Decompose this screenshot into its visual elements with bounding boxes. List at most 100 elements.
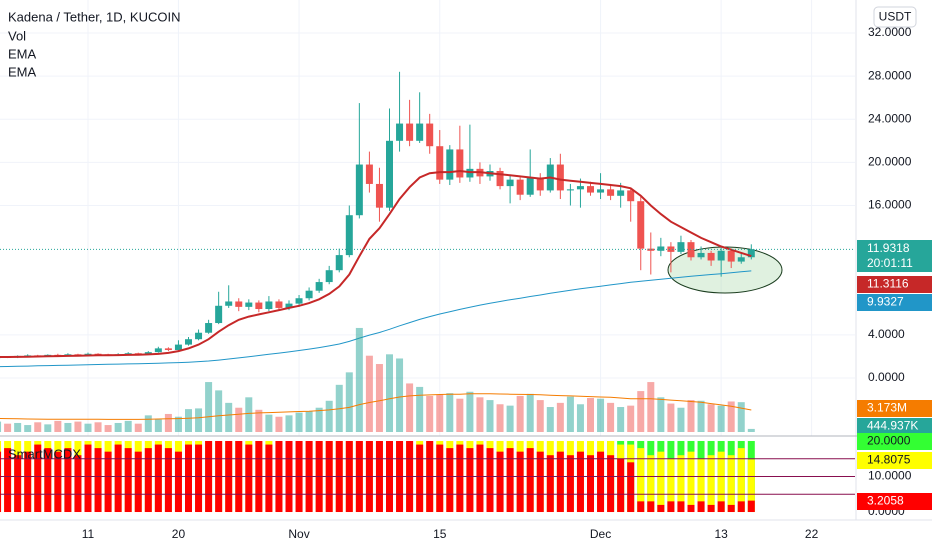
candle-body [496,171,504,187]
indicator-bar [707,455,715,513]
volume-bar [627,405,635,432]
volume-bar [576,404,584,432]
candle-body [164,348,172,350]
countdown: 20:01:11 [867,256,913,270]
indicator-label: EMA [8,64,37,79]
currency-button-label[interactable]: USDT [879,10,912,24]
candle-body [707,252,715,261]
volume-bar [275,416,283,432]
indicator-bar [576,451,584,513]
symbol-title: Kadena / Tether, 1D, KUCOIN [8,9,180,24]
x-tick-label: Nov [288,527,309,541]
candle-body [124,353,132,355]
volume-ma-line [0,393,752,420]
indicator-bar [124,448,132,513]
candle-body [305,290,313,299]
indicator-bar [717,451,725,513]
indicator-bar [506,448,514,513]
indicator-tag-bg [857,433,932,450]
candle-body [536,177,544,191]
candle-body [255,302,263,310]
candle-body [265,301,273,310]
volume-bar [727,401,735,432]
volume-bar [164,413,172,432]
volume-bar [215,390,223,432]
currency-button[interactable]: USDT [873,6,917,28]
indicator-bar [74,455,82,513]
volume-tag-bg [857,418,932,435]
volume-bar [637,391,645,432]
candle-body [727,250,735,262]
y-tick-label: 0.0000 [868,370,905,384]
volume-bar [124,420,132,432]
indicator-bar [546,455,554,513]
indicator-bar [687,504,695,513]
indicator-bar [34,444,42,513]
candle-body [406,123,414,141]
volume-ma-tag-bg [857,400,932,417]
indicator-tag-bg [857,493,932,510]
volume-bar [456,398,464,432]
currency-button-frame[interactable] [873,6,917,28]
indicator-bar [476,444,484,513]
volume-bar [205,382,213,432]
volume-bar [566,396,574,432]
volume-bar [406,383,414,432]
candle-body [84,353,92,355]
indicator-bar [687,451,695,513]
x-tick-label: 11 [82,527,95,541]
y-tick-label: 10.0000 [868,469,912,483]
volume-bar [195,408,203,432]
volume-bar [355,327,363,432]
volume-bar [647,382,655,432]
volume-bar [496,404,504,432]
indicator-bar [14,455,22,513]
candle-body [365,164,373,184]
indicator-bar [647,455,655,513]
last-price-tag: 11.9318 [867,241,910,255]
candle-body [637,201,645,249]
ema-line [0,270,752,368]
indicator-bar [144,448,152,513]
indicator-bar [607,455,615,513]
candle-body [215,305,223,324]
volume-bar [315,407,323,432]
last-price-tag-bg [857,240,932,272]
volume-bar [24,425,32,432]
highlight-ellipse [667,246,783,294]
volume-bar [235,407,243,432]
candle-body [94,353,102,355]
indicator-bar [536,451,544,513]
candle-body [396,123,404,141]
candle-body [617,190,625,196]
volume-bar [396,358,404,432]
x-tick-label: 22 [805,527,819,541]
y-tick-label: 20.0000 [868,155,912,169]
indicator-bar [727,504,735,513]
x-tick-label: 15 [433,527,447,541]
candle-body [556,164,564,191]
indicator-bar [84,444,92,513]
indicator-bar [707,504,715,513]
volume-bar [54,420,62,432]
candle-body [446,149,454,180]
volume-bar [44,424,52,432]
indicator-tag: 3.2058 [867,494,904,508]
candle-body [657,246,665,251]
indicator-bar [657,504,665,513]
volume-bar [185,409,192,432]
indicator-bar [556,451,564,513]
candle-body [355,164,363,216]
indicator-bar [747,459,755,513]
candle-body [607,189,615,196]
indicator-bar [747,500,755,513]
ema-tag: 11.3116 [867,277,909,291]
ema-tag-bg [857,276,932,293]
indicator-bar [637,448,645,513]
volume-bar [617,407,625,432]
indicator-bar [587,455,594,513]
volume-bar [325,400,333,432]
indicator-bar [114,444,122,513]
volume-bar [134,423,142,432]
